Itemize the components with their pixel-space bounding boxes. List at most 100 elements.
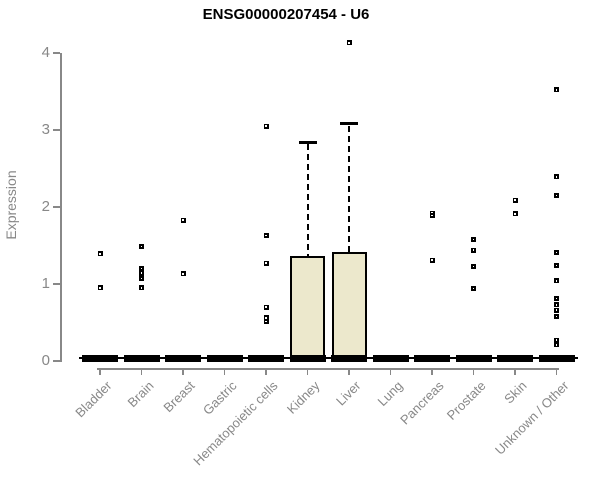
outlier-point (429, 212, 435, 218)
outlier-point (554, 313, 559, 319)
box (290, 256, 325, 357)
outlier-point-hole (431, 214, 433, 217)
y-axis-tick (53, 360, 60, 362)
x-axis-tick (348, 368, 350, 375)
y-axis-tick (53, 283, 60, 285)
box (331, 251, 367, 357)
zero-median-bar (455, 354, 492, 362)
outlier-point (554, 296, 559, 302)
outlier-point-hole (472, 265, 474, 268)
y-tick-label: 1 (41, 275, 50, 292)
outlier-point (554, 174, 559, 180)
outlier-point (346, 40, 352, 46)
zero-median-bar (82, 354, 118, 362)
y-tick-label: 3 (41, 121, 50, 138)
outlier-point-hole (140, 272, 142, 274)
outlier-point-hole (555, 194, 557, 197)
zero-median-bar (248, 354, 284, 362)
whisker-line (306, 144, 309, 257)
outlier-point (554, 307, 559, 313)
outlier-point-hole (182, 219, 184, 221)
outlier-point (263, 319, 269, 325)
outlier-point (139, 243, 144, 249)
y-axis-tick (53, 52, 60, 54)
outlier-point (263, 123, 269, 129)
outlier-point (97, 251, 103, 257)
outlier-point (554, 278, 559, 284)
outlier-point (180, 217, 186, 223)
outlier-point (471, 247, 476, 253)
outlier-point-hole (265, 262, 267, 264)
outlier-point (263, 232, 269, 238)
outlier-point (512, 197, 518, 203)
y-tick-label: 0 (41, 352, 50, 369)
y-tick-label: 4 (41, 44, 50, 61)
outlier-point-hole (514, 213, 516, 215)
outlier-point (554, 249, 559, 255)
outlier-point-hole (431, 259, 433, 261)
outlier-point-hole (514, 199, 516, 201)
outlier-point (471, 263, 476, 269)
outlier-point-hole (472, 287, 474, 290)
outlier-point-hole (472, 249, 474, 251)
chart-title: ENSG00000207454 - U6 (202, 6, 370, 23)
zero-median-bar (538, 354, 575, 362)
whisker-line (348, 125, 350, 252)
outlier-point-hole (555, 89, 557, 91)
outlier-point (554, 263, 559, 269)
x-axis-tick (431, 368, 433, 375)
x-axis-tick (472, 368, 475, 375)
outlier-point-hole (265, 306, 267, 308)
outlier-point-hole (555, 251, 557, 254)
zero-median-bar (289, 354, 326, 362)
outlier-point-hole (348, 42, 350, 44)
outlier-point (139, 270, 144, 276)
outlier-point (180, 271, 186, 277)
outlier-point (471, 236, 476, 242)
outlier-point-hole (555, 315, 557, 318)
outlier-point-hole (265, 234, 267, 237)
x-axis-tick (265, 368, 267, 375)
outlier-point (139, 266, 144, 272)
outlier-point (429, 257, 435, 263)
outlier-point (554, 342, 559, 348)
outlier-point-hole (555, 176, 557, 178)
zero-median-bar (165, 354, 201, 362)
outlier-point (471, 286, 476, 292)
outlier-point-hole (555, 280, 557, 282)
outlier-point (263, 260, 269, 266)
zero-median-bar (331, 354, 367, 362)
outlier-point-hole (140, 267, 142, 270)
outlier-point-hole (99, 253, 101, 255)
outlier-point-hole (99, 287, 101, 289)
x-axis-tick (514, 368, 516, 375)
outlier-point (554, 302, 559, 308)
outlier-point (554, 192, 559, 198)
outlier-point (97, 285, 103, 291)
outlier-point (139, 285, 144, 291)
x-axis-tick (555, 368, 558, 375)
x-axis-line (97, 368, 559, 370)
y-axis-tick (53, 129, 60, 131)
outlier-point-hole (555, 304, 557, 306)
outlier-point-hole (265, 320, 267, 323)
outlier-point-hole (140, 287, 142, 289)
outlier-point-hole (555, 297, 557, 300)
zero-median-bar (372, 354, 409, 362)
outlier-point-hole (555, 339, 557, 341)
outlier-point (512, 211, 518, 217)
outlier-point-hole (472, 238, 474, 241)
x-axis-tick (223, 368, 226, 375)
outlier-point-hole (555, 344, 557, 346)
outlier-point (139, 276, 144, 282)
outlier-point-hole (555, 264, 557, 267)
whisker-cap (298, 140, 317, 144)
x-axis-tick (389, 368, 392, 375)
outlier-point-hole (182, 273, 184, 275)
outlier-point-hole (265, 125, 267, 127)
outlier-point-hole (140, 277, 142, 280)
outlier-point (554, 87, 559, 93)
y-axis-line (60, 53, 62, 362)
